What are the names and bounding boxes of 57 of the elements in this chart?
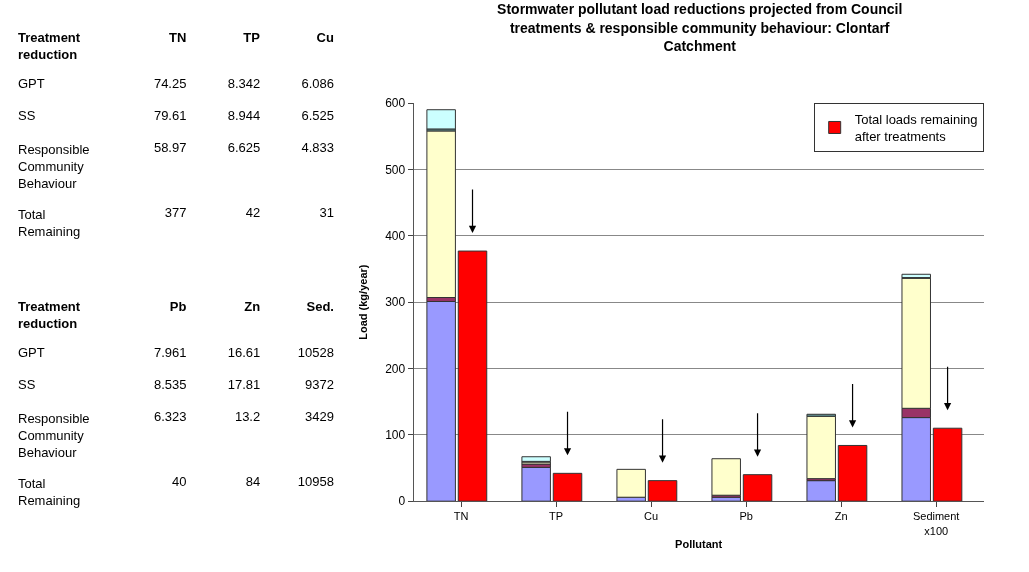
text: 8.342: [227, 76, 261, 92]
text: 6.525: [301, 108, 334, 124]
text: 17.81: [227, 377, 261, 393]
text: 31: [319, 204, 334, 220]
category-label: TN: [169, 30, 187, 46]
category-label: TP: [243, 30, 261, 46]
text: 42: [245, 204, 261, 220]
y-tick-label: 200: [385, 361, 406, 376]
text: 4.833: [301, 140, 334, 156]
y-tick-label: 500: [385, 162, 406, 177]
text: 6.323: [153, 409, 187, 425]
text: 13.2: [234, 409, 261, 425]
x-axis-title: Pollutant: [675, 537, 723, 550]
text: 79.61: [153, 108, 187, 124]
category-label: GPT: [18, 345, 45, 361]
text: 84: [245, 473, 261, 489]
x-tick-label: TN: [453, 510, 469, 523]
category-label: Pb: [169, 299, 187, 315]
text: Treatment reduction: [18, 299, 81, 332]
text: 10528: [297, 345, 334, 361]
category-label: SS: [18, 108, 36, 124]
x-tick-label: Zn: [834, 510, 848, 523]
category-label: SS: [18, 377, 36, 393]
category-label: Total Remaining: [18, 207, 81, 239]
category-label: Cu: [316, 30, 334, 46]
y-tick-label: 300: [385, 295, 406, 310]
y-tick-label: 100: [385, 428, 406, 443]
y-tick-label: 600: [385, 96, 406, 111]
y-axis-title: Load (kg/year): [356, 264, 369, 340]
text: Treatment reduction: [18, 30, 81, 63]
text: 40: [171, 473, 187, 489]
text: 7.961: [153, 345, 187, 361]
text: 16.61: [227, 345, 261, 361]
x-tick-label: Pb: [739, 510, 753, 523]
y-tick-label: 0: [398, 494, 406, 509]
legend-label: Total loads remaining after treatments: [854, 112, 978, 144]
category-label: GPT: [18, 76, 45, 92]
text: 3429: [305, 409, 334, 425]
category-label: Responsible Community Behaviour: [18, 411, 90, 461]
text: 58.97: [153, 140, 187, 156]
text: 9372: [305, 377, 334, 393]
x-tick-label: TP: [549, 510, 564, 523]
category-label: Sed.: [306, 299, 334, 315]
text: 8.535: [153, 377, 187, 393]
x-tick-label: Sediment x100: [912, 510, 960, 537]
chart-title: Stormwater pollutant load reductions projected from Council treatments & responsible community behaviour: Clontarf Catchment: [497, 1, 903, 54]
text: 6.086: [301, 76, 334, 92]
text: 6.625: [227, 140, 261, 156]
text: 10958: [297, 473, 334, 489]
text: 74.25: [153, 76, 187, 92]
category-label: Total Remaining: [18, 476, 81, 508]
category-label: Responsible Community Behaviour: [18, 142, 90, 192]
x-tick-label: Cu: [644, 510, 659, 523]
category-label: Zn: [244, 299, 261, 315]
text: 377: [164, 204, 187, 220]
y-tick-label: 400: [385, 228, 406, 243]
text: 8.944: [227, 108, 261, 124]
